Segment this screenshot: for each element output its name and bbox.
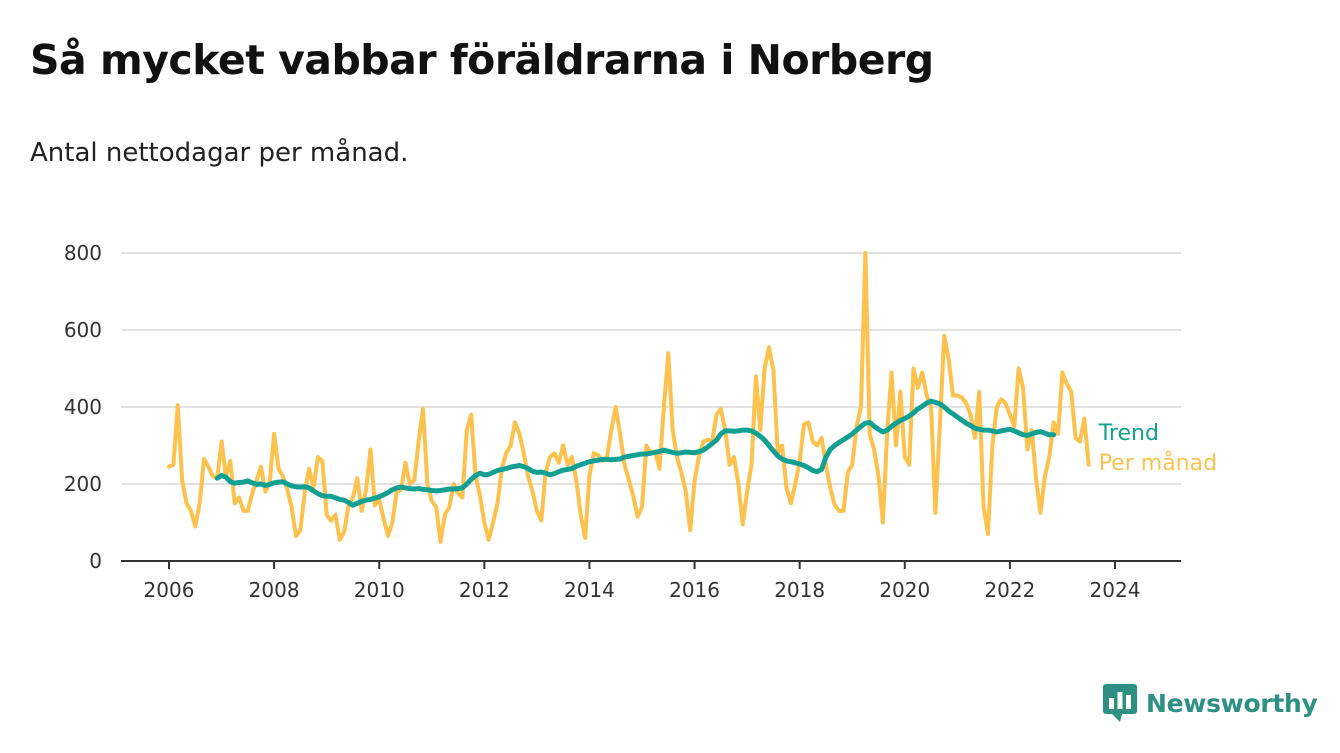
y-tick-label: 200 <box>64 472 102 496</box>
gridlines <box>121 252 1181 485</box>
series-lines <box>167 251 1091 544</box>
x-tick-label: 2016 <box>669 578 720 602</box>
chart-subtitle: Antal nettodagar per månad. <box>30 138 409 168</box>
y-tick-label: 600 <box>64 318 102 342</box>
x-tick-label: 2014 <box>564 578 615 602</box>
x-tick-label: 2006 <box>144 578 195 602</box>
y-tick-label: 0 <box>89 549 102 573</box>
y-tick-label: 800 <box>64 241 102 265</box>
series-labels: Trend Per månad <box>1098 421 1217 476</box>
x-tick-label: 2012 <box>459 578 510 602</box>
newsworthy-logo: Newsworthy <box>1103 684 1318 722</box>
y-axis: 0 200 400 600 800 <box>64 241 102 573</box>
x-axis: 2006 2008 2010 2012 2014 2016 2018 2020 2022 2024 <box>121 560 1181 602</box>
trend-label: Trend <box>1098 421 1159 446</box>
chart-title: Så mycket vabbar föräldrarna i Norberg <box>30 36 934 84</box>
monthly-line <box>167 251 1091 544</box>
x-tick-label: 2008 <box>249 578 300 602</box>
trend-line <box>214 398 1057 508</box>
x-tick-label: 2010 <box>354 578 405 602</box>
brand-name: Newsworthy <box>1146 688 1318 718</box>
y-tick-label: 400 <box>64 395 102 419</box>
bar-chart-speech-bubble-icon <box>1103 684 1137 722</box>
x-tick-label: 2024 <box>1090 578 1141 602</box>
x-tick-label: 2020 <box>879 578 930 602</box>
x-tick-label: 2022 <box>984 578 1035 602</box>
monthly-label: Per månad <box>1099 450 1217 476</box>
x-tick-label: 2018 <box>774 578 825 602</box>
